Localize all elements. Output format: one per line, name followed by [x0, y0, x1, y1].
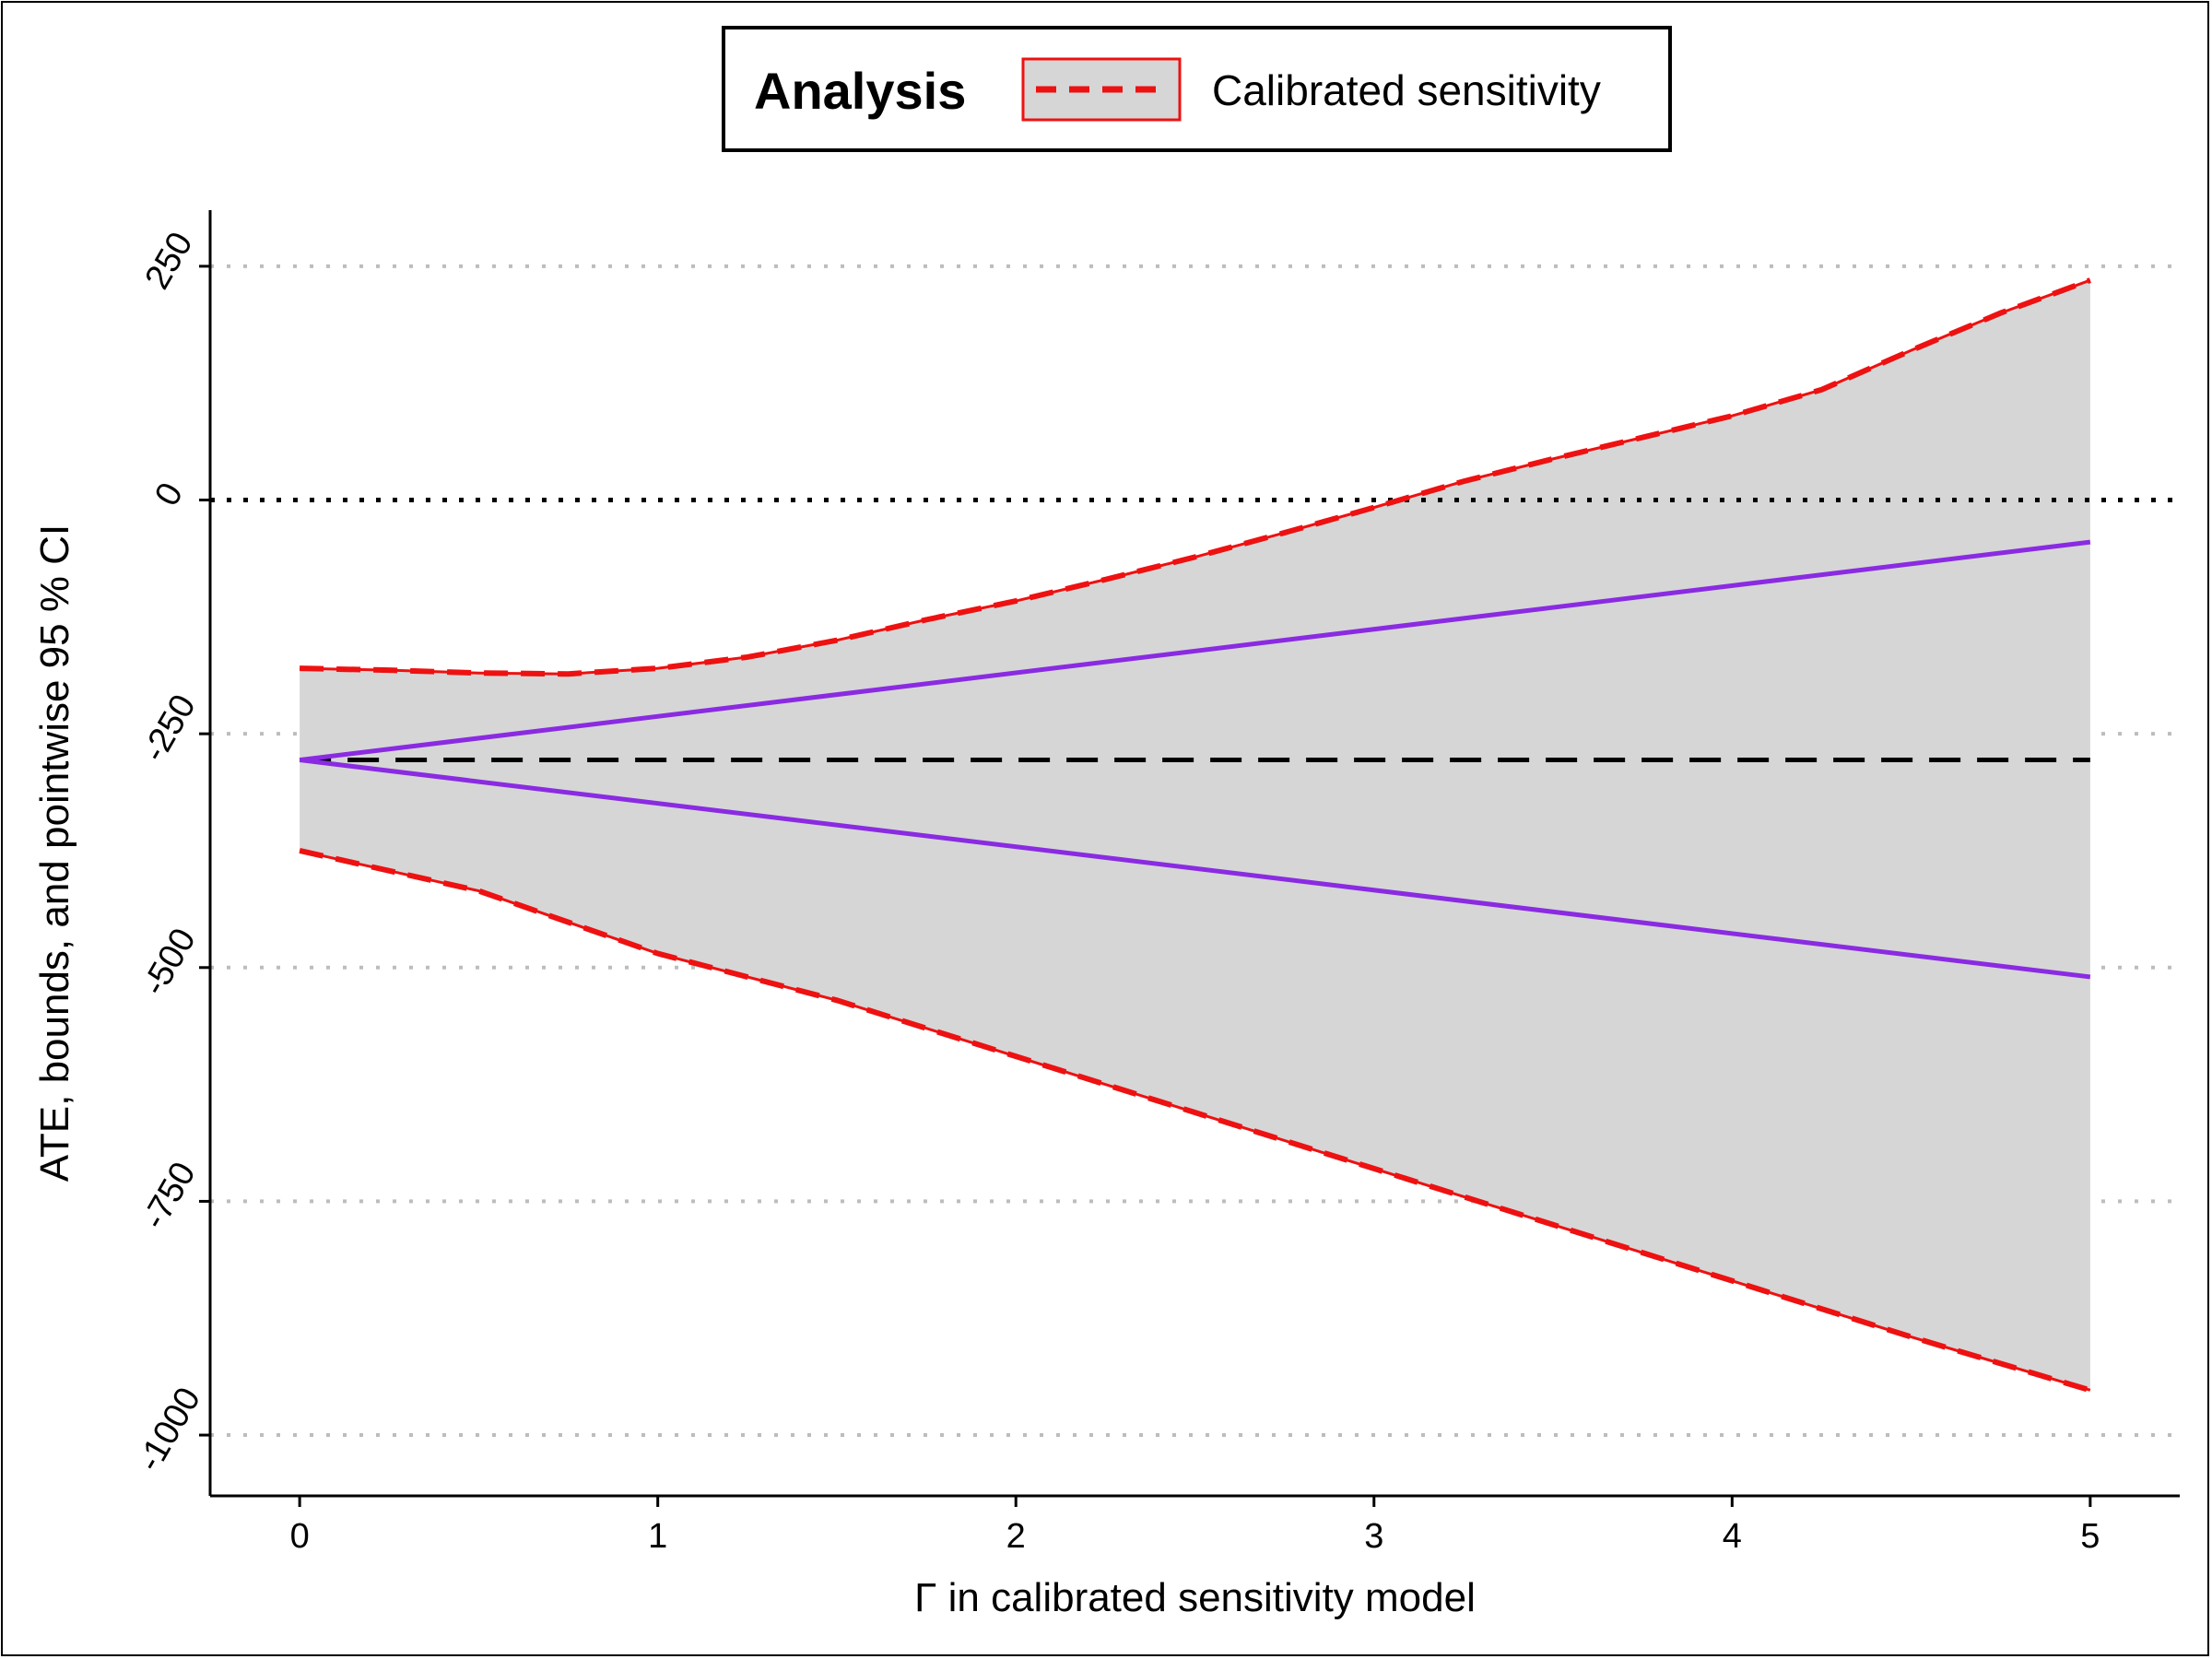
x-tick-label-5: 5: [2080, 1517, 2100, 1556]
reference-lines: [210, 498, 2180, 763]
x-axis-title: Γ in calibrated sensitivity model: [914, 1575, 1476, 1620]
y-tick-label--750: -750: [135, 1156, 203, 1236]
x-tick-label-1: 1: [648, 1517, 667, 1556]
ci-band: [300, 280, 2090, 1391]
x-tick-label-0: 0: [290, 1517, 310, 1556]
y-axis-title: ATE, bounds, and pointwise 95 % CI: [32, 524, 77, 1182]
series-lines: [299, 277, 2091, 1394]
y-tick-label--1000: -1000: [130, 1381, 208, 1477]
ci-upper-line: [300, 277, 2091, 677]
y-tick-label--250: -250: [135, 688, 203, 769]
ci-band-layer: [300, 280, 2090, 1391]
x-tick-label-4: 4: [1723, 1517, 1742, 1556]
x-tick-label-3: 3: [1364, 1517, 1383, 1556]
ci-lower-line: [299, 848, 2091, 1394]
legend-entry-label: Calibrated sensitivity: [1212, 66, 1601, 114]
legend-title: Analysis: [754, 62, 966, 120]
axes: [199, 210, 2180, 1507]
x-tick-label-2: 2: [1006, 1517, 1026, 1556]
legend: Analysis Calibrated sensitivity: [722, 26, 1672, 152]
legend-box: [722, 26, 1672, 152]
y-tick-label-0: 0: [147, 477, 191, 512]
bound-lower-line: [299, 758, 2091, 980]
bound-upper-line: [299, 539, 2091, 763]
y-tick-label-250: 250: [138, 226, 201, 296]
y-tick-label--500: -500: [135, 922, 203, 1002]
